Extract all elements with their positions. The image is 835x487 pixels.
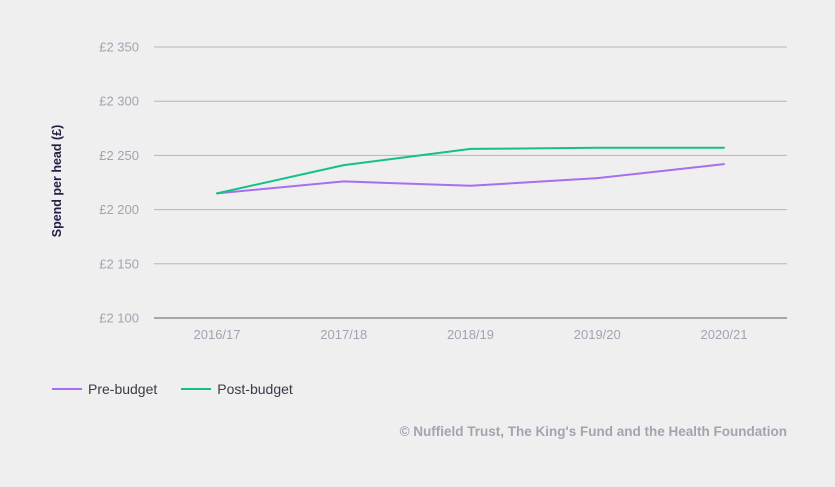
series-line-post-budget [216, 146, 725, 195]
x-tick-label: 2020/21 [701, 327, 748, 342]
legend-swatch-pre-budget [52, 388, 82, 390]
x-axis-ticks: 2016/17 2017/18 2018/19 2019/20 2020/21 [194, 327, 748, 342]
legend-swatch-post-budget [181, 388, 212, 390]
legend-item-pre-budget: Pre-budget [52, 381, 157, 397]
source-credit: © Nuffield Trust, The King's Fund and th… [399, 424, 787, 439]
y-axis-label: Spend per head (£) [50, 125, 64, 238]
legend: Pre-budget Post-budget [52, 381, 317, 397]
x-tick-label: 2016/17 [194, 327, 241, 342]
x-tick-label: 2019/20 [574, 327, 621, 342]
x-tick-label: 2018/19 [447, 327, 494, 342]
y-tick-label: £2 100 [99, 311, 139, 326]
x-tick-label: 2017/18 [320, 327, 367, 342]
y-tick-label: £2 150 [99, 256, 139, 271]
y-tick-label: £2 350 [99, 40, 139, 55]
y-tick-label: £2 300 [99, 94, 139, 109]
legend-item-post-budget: Post-budget [181, 381, 293, 397]
y-tick-label: £2 250 [99, 148, 139, 163]
legend-label-pre-budget: Pre-budget [88, 381, 158, 397]
y-tick-label: £2 200 [99, 202, 139, 217]
y-axis-ticks: £2 100 £2 150 £2 200 £2 250 £2 300 £2 350 [99, 40, 139, 326]
series-lines [216, 146, 725, 195]
series-line-pre-budget [216, 163, 725, 195]
legend-label-post-budget: Post-budget [217, 381, 293, 397]
gridlines [154, 46, 787, 319]
